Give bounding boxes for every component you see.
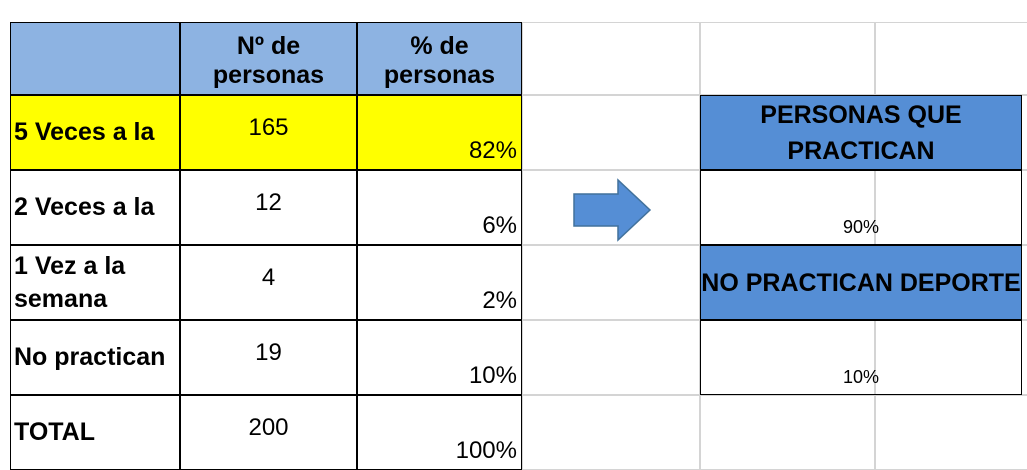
- count-cell-text: 4: [261, 264, 276, 291]
- row-label-text: 2 Veces a la: [14, 193, 155, 221]
- count-cell: 19: [180, 320, 357, 395]
- summary-value: 90%: [700, 170, 1022, 245]
- count-cell-text: 12: [255, 189, 282, 216]
- percent-cell: 100%: [357, 395, 522, 470]
- grid-cell: [522, 245, 700, 320]
- header-cell-text: Nº de personas: [212, 32, 325, 89]
- grid-cell: [700, 395, 875, 470]
- row-label: 1 Vez a la semana: [10, 245, 180, 320]
- count-cell-text: 200: [248, 414, 289, 441]
- grid-cell: [700, 22, 875, 95]
- header-cell: % de personas: [357, 22, 522, 95]
- row-label: 2 Veces a la: [10, 170, 180, 245]
- header-cell: [10, 22, 180, 95]
- grid-cell: [522, 320, 700, 395]
- arrow: [573, 178, 652, 242]
- grid-cell: [522, 170, 700, 245]
- row-label-text: 1 Vez a la semana: [14, 251, 126, 313]
- count-cell-text: 165: [248, 114, 289, 141]
- percent-cell-text: 10%: [468, 362, 517, 389]
- percent-cell: 10%: [357, 320, 522, 395]
- grid-cell: [522, 395, 700, 470]
- summary-value: 10%: [700, 320, 1022, 395]
- row-label-text: No practican: [14, 343, 166, 371]
- percent-cell: 2%: [357, 245, 522, 320]
- grid-cell: [875, 22, 1027, 95]
- row-label-text: TOTAL: [14, 418, 96, 446]
- percent-cell-text: 6%: [482, 212, 517, 239]
- summary-value-text: 90%: [842, 217, 880, 237]
- percent-cell: 82%: [357, 95, 522, 170]
- count-cell: 4: [180, 245, 357, 320]
- row-label: TOTAL: [10, 395, 180, 470]
- count-cell: 200: [180, 395, 357, 470]
- count-cell-text: 19: [255, 339, 282, 366]
- percent-cell-text: 82%: [468, 137, 517, 164]
- header-cell: Nº de personas: [180, 22, 357, 95]
- summary-value-text: 10%: [842, 367, 880, 387]
- grid-cell: [522, 22, 700, 95]
- row-label: No practican: [10, 320, 180, 395]
- count-cell: 12: [180, 170, 357, 245]
- header-cell-text: % de personas: [383, 32, 496, 89]
- count-cell: 165: [180, 95, 357, 170]
- grid-cell: [875, 395, 1027, 470]
- percent-cell-text: 100%: [455, 437, 517, 464]
- summary-label-text: PERSONAS QUE PRACTICAN: [760, 100, 962, 165]
- percent-cell-text: 2%: [482, 287, 517, 314]
- row-label: 5 Veces a la: [10, 95, 180, 170]
- summary-label: NO PRACTICAN DEPORTE: [700, 245, 1022, 320]
- row-label-text: 5 Veces a la: [14, 118, 155, 146]
- percent-cell: 6%: [357, 170, 522, 245]
- grid-cell: [522, 95, 700, 170]
- sheet: {"table": { "headers": ["Nº de personas"…: [10, 22, 1027, 470]
- summary-label: PERSONAS QUE PRACTICAN: [700, 95, 1022, 170]
- summary-label-text: NO PRACTICAN DEPORTE: [701, 268, 1021, 297]
